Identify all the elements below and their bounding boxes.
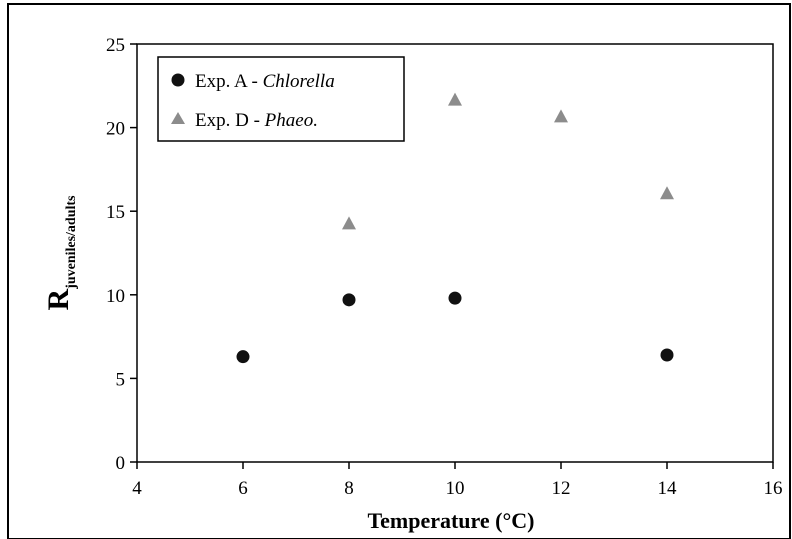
data-point-exp-a: [660, 348, 674, 362]
data-point-exp-d: [554, 109, 568, 123]
x-axis-title: Temperature (°C): [367, 508, 534, 533]
x-tick-label: 16: [764, 478, 783, 499]
data-point-exp-a: [236, 350, 250, 364]
data-point-exp-a: [342, 293, 356, 307]
y-axis: 0 5 10 15 20 25: [106, 35, 137, 474]
legend-marker-exp-a: [171, 73, 185, 87]
x-tick-label: 8: [344, 478, 354, 499]
y-axis-title-sub: juveniles/adults: [64, 195, 79, 290]
data-point-exp-d: [342, 216, 356, 230]
y-tick-label: 5: [116, 369, 126, 390]
y-axis-title-main: R: [42, 289, 75, 311]
y-tick-label: 10: [106, 286, 125, 307]
x-tick-label: 4: [132, 478, 142, 499]
y-tick-label: 15: [106, 202, 125, 223]
data-point-exp-a: [448, 291, 462, 305]
y-tick-label: 25: [106, 35, 125, 56]
data-markers: [236, 92, 674, 364]
legend-label-exp-d: Exp. D - Phaeo.: [195, 110, 318, 131]
legend-label-exp-a: Exp. A - Chlorella: [195, 71, 335, 92]
x-axis: 4 6 8 10 12 14 16: [132, 462, 783, 499]
legend: Exp. A - Chlorella Exp. D - Phaeo.: [157, 56, 405, 142]
x-tick-label: 10: [446, 478, 465, 499]
legend-marker-exp-d: [171, 112, 185, 124]
svg-text:Rjuveniles/adults: Rjuveniles/adults: [42, 195, 79, 311]
x-tick-label: 14: [658, 478, 678, 499]
y-tick-label: 20: [106, 119, 125, 140]
data-point-exp-d: [660, 186, 674, 200]
x-tick-label: 12: [552, 478, 571, 499]
x-tick-label: 6: [238, 478, 248, 499]
y-axis-title: Rjuveniles/adults: [42, 195, 79, 311]
data-point-exp-d: [448, 92, 462, 106]
legend-box: [157, 56, 405, 142]
y-tick-label: 0: [116, 453, 126, 474]
